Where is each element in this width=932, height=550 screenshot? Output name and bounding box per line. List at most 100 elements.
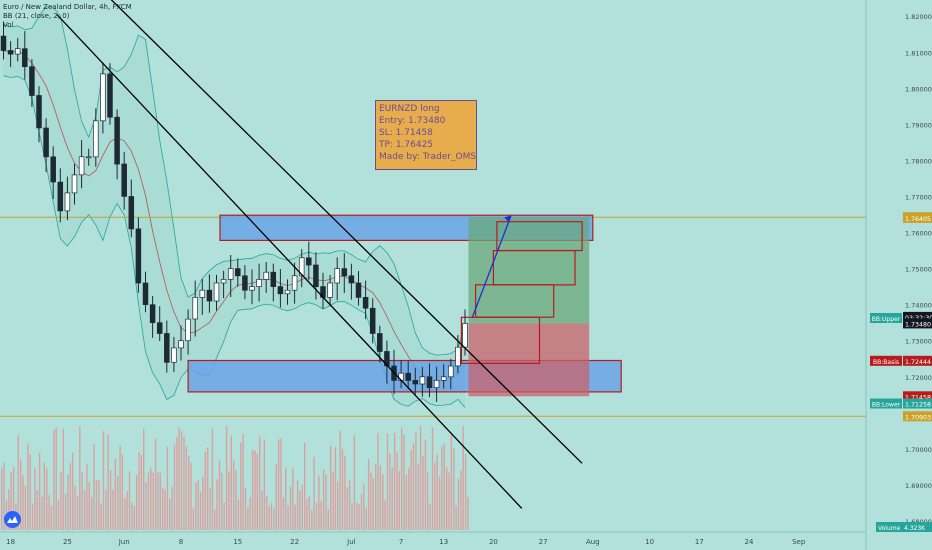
volume-bar xyxy=(277,439,280,530)
volume-bar xyxy=(360,494,363,530)
price-tag xyxy=(903,391,932,402)
volume-bar xyxy=(266,495,268,530)
volume-bar xyxy=(254,450,256,530)
volume-bar xyxy=(98,480,100,530)
candle-body xyxy=(291,275,298,291)
volume-bar xyxy=(408,467,410,530)
volume-bar xyxy=(225,425,228,530)
price-scale xyxy=(866,0,932,550)
trade-note[interactable]: EURNZD long Entry: 1.73480 SL: 1.71458 T… xyxy=(375,100,477,170)
symbol-title[interactable]: Euro / New Zealand Dollar, 4h, FXCM xyxy=(3,3,132,11)
volume-bar xyxy=(419,425,422,530)
volume-bar xyxy=(247,507,249,530)
volume-bar xyxy=(145,482,147,530)
price-tag-name-text: BB:Basis xyxy=(873,359,899,366)
volume-bar xyxy=(202,476,204,530)
time-tick-label: 24 xyxy=(745,538,754,546)
price-tag xyxy=(903,355,932,366)
volume-bar xyxy=(344,455,346,530)
volume-bar xyxy=(396,452,398,530)
time-tick-label: Jun xyxy=(118,538,130,546)
volume-bar xyxy=(379,465,382,530)
volume-bar xyxy=(211,428,214,530)
candle-body xyxy=(100,73,106,122)
tradingview-logo-icon[interactable] xyxy=(4,511,21,528)
trendline xyxy=(56,13,523,509)
candle-body xyxy=(57,181,64,212)
volume-bar xyxy=(417,463,419,530)
volume-bar xyxy=(81,472,83,530)
candle-body xyxy=(433,380,440,388)
volume-bar xyxy=(301,484,303,530)
candle-body xyxy=(0,35,7,51)
volume-bar xyxy=(287,505,289,530)
volume-bar xyxy=(401,427,403,530)
candle-body xyxy=(313,264,319,287)
price-tick-label: 1.80000 xyxy=(905,85,932,93)
volume-bar xyxy=(216,479,218,530)
volume-bar xyxy=(410,450,412,530)
candle-body xyxy=(242,275,248,291)
bb-band-fill xyxy=(3,6,465,408)
volume-bar xyxy=(405,474,408,530)
volume-bar xyxy=(431,427,434,530)
candle-body xyxy=(355,282,362,298)
volume-bar xyxy=(280,438,282,530)
candle-body xyxy=(327,282,333,298)
time-tick-label: 17 xyxy=(695,538,704,546)
volume-bar xyxy=(391,467,393,530)
candle-body xyxy=(156,322,163,334)
candle-body xyxy=(64,192,71,212)
price-tag xyxy=(903,318,932,329)
volume-bar xyxy=(441,446,443,530)
candle-body xyxy=(249,286,255,291)
volume-bar xyxy=(415,432,417,530)
price-tag-text: 1.76405 xyxy=(905,216,931,223)
candle-body xyxy=(178,340,184,349)
volume-indicator-label[interactable]: Vol xyxy=(3,21,14,29)
volume-bar xyxy=(346,487,348,530)
volume-bar xyxy=(467,496,469,530)
volume-bar xyxy=(195,482,197,530)
volume-bar xyxy=(228,471,230,530)
volume-bar xyxy=(10,472,12,530)
price-tag-text: 1.70903 xyxy=(905,414,931,421)
volume-bar xyxy=(91,496,93,530)
volume-bar xyxy=(218,460,221,530)
volume-bar xyxy=(55,427,57,530)
volume-bar xyxy=(311,509,313,530)
bb-indicator-label[interactable]: BB (21, close, 2, 0) xyxy=(3,12,70,20)
volume-bar xyxy=(273,508,275,530)
volume-bar xyxy=(275,464,277,530)
volume-bar xyxy=(249,496,251,530)
candle-body xyxy=(164,333,170,363)
volume-bar xyxy=(166,446,169,530)
volume-bar xyxy=(242,433,244,530)
price-tag-name xyxy=(870,355,902,366)
volume-bar xyxy=(100,503,102,530)
volume-bar xyxy=(95,480,98,530)
volume-bar xyxy=(154,438,157,530)
volume-bar xyxy=(325,474,327,530)
time-tick-label: Sep xyxy=(792,538,806,546)
volume-bar xyxy=(24,485,27,530)
volume-bar xyxy=(233,460,235,530)
volume-bar xyxy=(446,467,448,530)
price-tag-name-text: BB:Upper xyxy=(872,316,901,323)
price-tag xyxy=(903,411,932,422)
candle-body xyxy=(7,50,14,55)
volume-bar xyxy=(36,490,38,530)
volume-bar xyxy=(86,463,88,530)
volume-bar xyxy=(46,468,48,530)
note-stop-loss: SL: 1.71458 xyxy=(379,128,433,138)
candle-body xyxy=(440,376,447,381)
candle-body xyxy=(227,268,234,280)
price-tag xyxy=(903,311,932,322)
note-take-profit: TP: 1.76425 xyxy=(379,140,434,150)
candle-body xyxy=(369,307,376,334)
note-entry: Entry: 1.73480 xyxy=(379,116,446,126)
volume-bar xyxy=(244,487,247,530)
volume-bar xyxy=(306,498,308,530)
volume-bar xyxy=(424,439,427,530)
